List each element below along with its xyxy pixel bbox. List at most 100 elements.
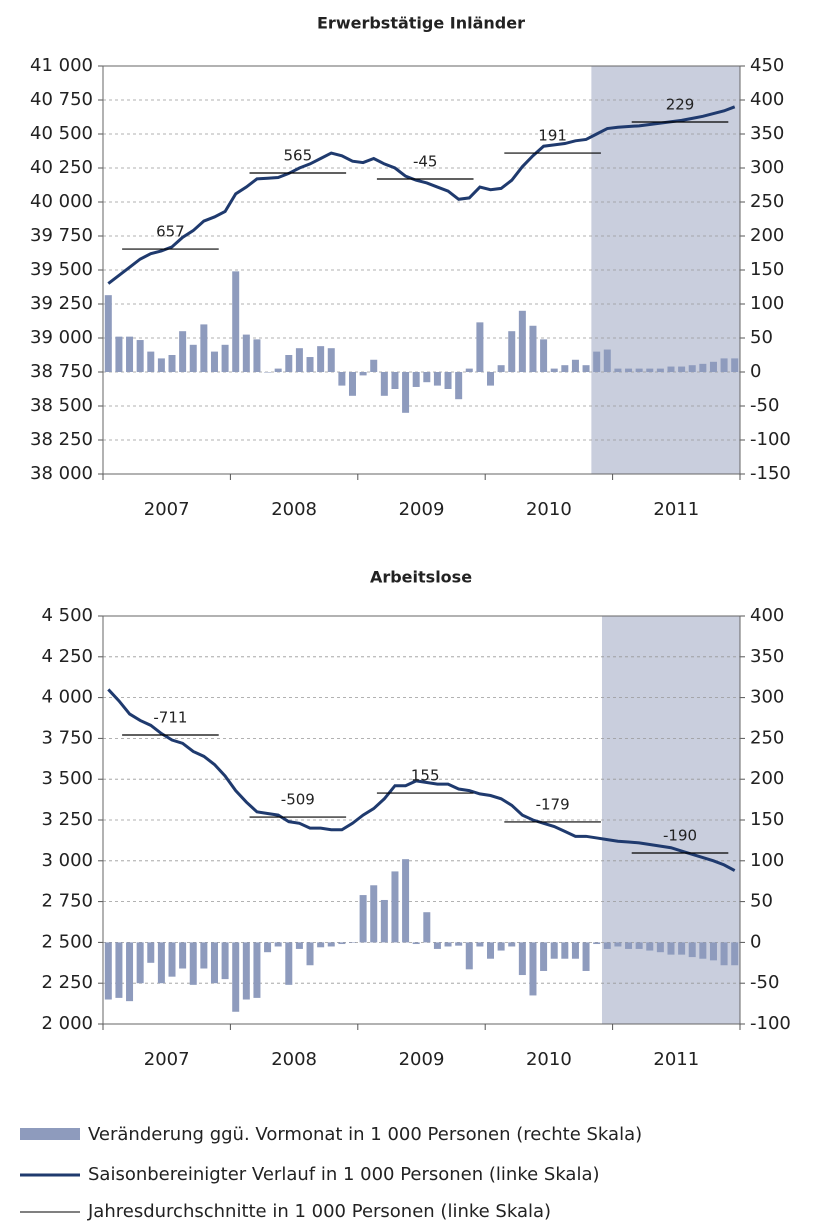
bar xyxy=(380,899,388,943)
y2-tick-label: 0 xyxy=(750,361,761,382)
y2-tick-label: 350 xyxy=(750,646,784,667)
y2-tick-label: 400 xyxy=(750,89,784,110)
y2-tick-label: 450 xyxy=(750,55,784,76)
y2-tick-label: -50 xyxy=(750,395,779,416)
bar xyxy=(709,361,717,372)
x-tick-label: 2011 xyxy=(653,499,699,520)
line-series xyxy=(107,105,736,285)
y2-tick-label: 0 xyxy=(750,931,761,952)
legend-label: Veränderung ggü. Vormonat in 1 000 Perso… xyxy=(88,1124,642,1145)
legend: Veränderung ggü. Vormonat in 1 000 Perso… xyxy=(20,1124,642,1222)
y2-tick-label: 300 xyxy=(750,157,784,178)
y-tick-label: 39 750 xyxy=(30,225,93,246)
plot-frame xyxy=(102,615,741,1025)
legend-label: Jahresdurchschnitte in 1 000 Personen (l… xyxy=(87,1201,551,1222)
bar xyxy=(147,351,155,372)
bar xyxy=(625,942,633,949)
bar xyxy=(242,942,250,1000)
x-tick-label: 2010 xyxy=(526,1049,572,1070)
annual-change-label: -509 xyxy=(281,791,315,809)
bar xyxy=(646,368,654,372)
bar xyxy=(699,942,707,959)
bar xyxy=(370,359,378,372)
bar xyxy=(338,372,346,386)
y-tick-label: 38 500 xyxy=(30,395,93,416)
x-tick-label: 2007 xyxy=(144,1049,190,1070)
bar xyxy=(232,271,240,372)
bar xyxy=(540,942,548,971)
bar xyxy=(518,310,526,372)
annual-change-label: -711 xyxy=(153,708,187,726)
bar xyxy=(210,351,218,372)
annual-change-label: -190 xyxy=(663,826,697,844)
y-tick-label: 39 250 xyxy=(30,293,93,314)
bar xyxy=(476,322,484,372)
bar xyxy=(200,942,208,969)
bar xyxy=(678,942,686,955)
bar xyxy=(317,346,325,372)
y-tick-label: 38 250 xyxy=(30,429,93,450)
bar xyxy=(497,942,505,951)
bar xyxy=(667,366,675,372)
bar xyxy=(550,942,558,959)
bar xyxy=(136,340,144,372)
bar xyxy=(709,942,717,961)
bar xyxy=(667,942,675,955)
annual-change-label: -45 xyxy=(413,153,438,171)
bar xyxy=(614,368,622,372)
bar xyxy=(540,339,548,372)
y-tick-label: 4 500 xyxy=(41,605,93,626)
bar xyxy=(168,942,176,977)
y-tick-label: 2 500 xyxy=(41,931,93,952)
bar xyxy=(359,895,367,943)
bar xyxy=(285,942,293,985)
bar xyxy=(200,324,208,372)
x-tick-label: 2008 xyxy=(271,499,317,520)
y-tick-label: 4 000 xyxy=(41,687,93,708)
bar xyxy=(688,365,696,372)
bar xyxy=(210,942,218,984)
bar xyxy=(487,942,495,959)
bar xyxy=(285,355,293,372)
y2-tick-label: 200 xyxy=(750,225,784,246)
annual-change-label: -179 xyxy=(536,795,570,813)
bar xyxy=(731,358,739,372)
y-tick-label: 40 750 xyxy=(30,89,93,110)
chart-title: Arbeitslose xyxy=(370,568,472,587)
legend-label: Saisonbereinigter Verlauf in 1 000 Perso… xyxy=(88,1164,600,1185)
bar xyxy=(508,331,516,372)
y2-tick-label: 100 xyxy=(750,293,784,314)
y-tick-label: 3 250 xyxy=(41,809,93,830)
bar xyxy=(561,365,569,372)
bar xyxy=(582,942,590,971)
bar xyxy=(348,942,356,943)
bar xyxy=(444,372,452,389)
bar xyxy=(391,372,399,389)
bar xyxy=(720,942,728,966)
y2-tick-label: 400 xyxy=(750,605,784,626)
bar xyxy=(593,942,601,945)
bar xyxy=(402,859,410,943)
bar xyxy=(465,368,473,372)
y2-tick-label: 250 xyxy=(750,727,784,748)
y2-tick-label: 100 xyxy=(750,850,784,871)
bar xyxy=(529,942,537,996)
y-tick-label: 3 750 xyxy=(41,727,93,748)
bar xyxy=(115,336,123,372)
bar xyxy=(104,942,112,1000)
y-tick-label: 41 000 xyxy=(30,55,93,76)
bar xyxy=(253,339,261,372)
bar xyxy=(295,942,303,949)
y2-tick-label: 150 xyxy=(750,259,784,280)
bar xyxy=(433,372,441,386)
bar xyxy=(391,871,399,943)
y-tick-label: 40 500 xyxy=(30,123,93,144)
x-tick-label: 2008 xyxy=(271,1049,317,1070)
bar xyxy=(571,359,579,372)
bar xyxy=(508,942,516,947)
bar xyxy=(115,942,123,998)
y-tick-label: 2 750 xyxy=(41,891,93,912)
bar xyxy=(359,372,367,376)
bar xyxy=(635,942,643,949)
